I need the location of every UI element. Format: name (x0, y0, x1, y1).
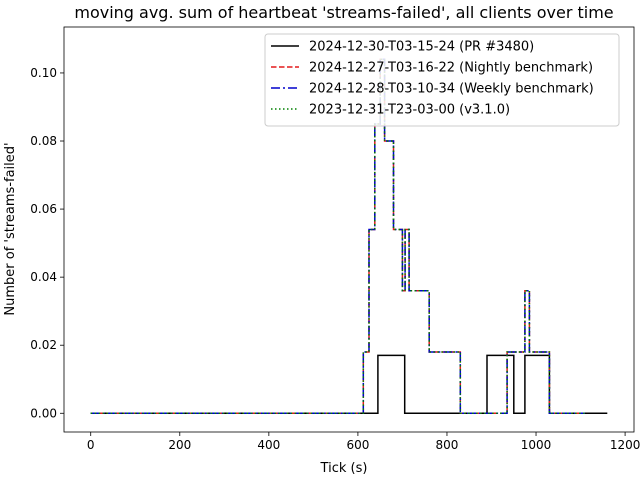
plot-frame (63, 26, 635, 433)
chart-title: moving avg. sum of heartbeat 'streams-fa… (74, 3, 613, 22)
y-tick-label: 0.08 (30, 134, 57, 148)
x-tick-label: 0 (87, 438, 95, 452)
y-tick-label: 0.02 (30, 338, 57, 352)
x-tick-label: 1000 (521, 438, 552, 452)
y-tick-label: 0.04 (30, 270, 57, 284)
legend-label-2: 2024-12-27-T03-16-22 (Nightly benchmark) (309, 61, 593, 76)
series-line-4 (90, 58, 585, 415)
legend-label-1: 2024-12-30-T03-15-24 (PR #3480) (309, 40, 534, 55)
y-tick-label: 0.00 (30, 406, 57, 420)
axes: 0 200 400 600 800 1000 1200 0.00 0.02 0.04 0.06 0.0… (30, 26, 640, 452)
plot-lines (90, 58, 608, 415)
x-axis-label: Tick (s) (320, 461, 368, 476)
legend-box (264, 33, 620, 127)
legend-label-4: 2023-12-31-T23-03-00 (v3.1.0) (309, 103, 510, 118)
y-tick-label: 0.10 (30, 66, 57, 80)
x-tick-label: 200 (168, 438, 191, 452)
legend-label-3: 2024-12-28-T03-10-34 (Weekly benchmark) (309, 82, 594, 97)
x-tick-label: 400 (257, 438, 280, 452)
y-axis-label: Number of 'streams-failed' (3, 142, 18, 315)
x-tick-label: 800 (436, 438, 459, 452)
legend: 2024-12-30-T03-15-24 (PR #3480) 2024-12-2… (264, 33, 620, 127)
y-tick-label: 0.06 (30, 202, 57, 216)
series-line-1 (90, 354, 608, 415)
x-tick-label: 600 (346, 438, 369, 452)
x-tick-label: 1200 (610, 438, 640, 452)
